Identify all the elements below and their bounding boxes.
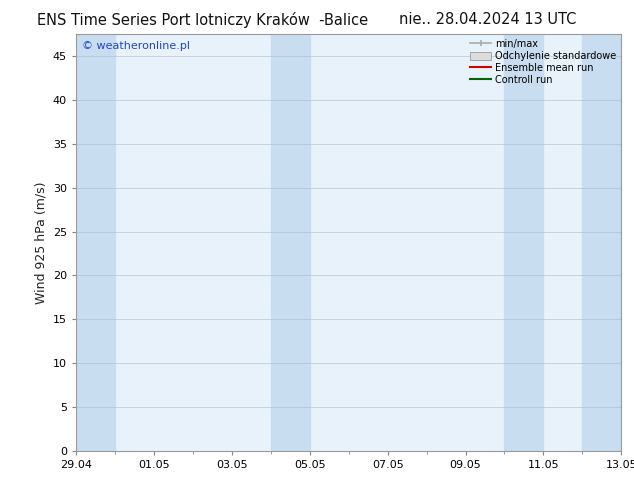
Text: nie.. 28.04.2024 13 UTC: nie.. 28.04.2024 13 UTC xyxy=(399,12,577,27)
Bar xyxy=(505,34,543,451)
Text: ENS Time Series Port lotniczy Kraków  -Balice: ENS Time Series Port lotniczy Kraków -Ba… xyxy=(37,12,368,28)
Legend: min/max, Odchylenie standardowe, Ensemble mean run, Controll run: min/max, Odchylenie standardowe, Ensembl… xyxy=(468,37,618,87)
Bar xyxy=(271,34,310,451)
Y-axis label: Wind 925 hPa (m/s): Wind 925 hPa (m/s) xyxy=(34,181,48,304)
Bar xyxy=(76,34,115,451)
Text: © weatheronline.pl: © weatheronline.pl xyxy=(82,41,190,50)
Bar xyxy=(583,34,621,451)
